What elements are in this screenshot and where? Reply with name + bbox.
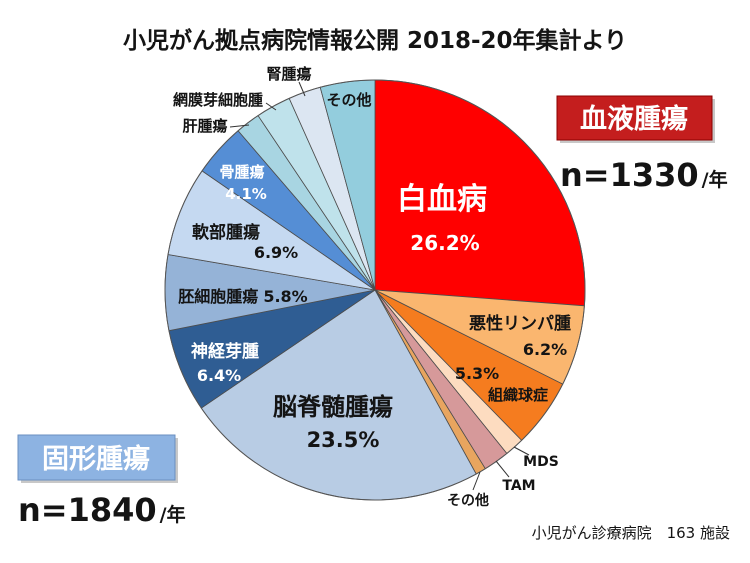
label-soft-tissue-tumor: 軟部腫瘍	[192, 222, 260, 243]
label-mds: MDS	[523, 454, 559, 470]
label-histiocytosis: 組織球症	[488, 386, 548, 404]
value-malignant-lymphoma: 6.2%	[523, 340, 567, 359]
label-neuroblastoma: 神経芽腫	[191, 341, 259, 362]
value-neuroblastoma: 6.4%	[197, 366, 241, 385]
solid-tumor-count-value: n=1840	[18, 491, 157, 529]
leader-line-liver-tumor	[229, 124, 250, 128]
leader-line-retinoblastoma	[265, 102, 277, 111]
pie-slices	[164, 79, 586, 501]
value-soft-tissue-tumor: 6.9%	[254, 243, 298, 262]
leader-line-mds	[513, 446, 530, 456]
leader-line-blood-other	[472, 471, 481, 491]
label-germ-cell-tumor-line: 胚細胞腫瘍 5.8%	[178, 287, 307, 306]
blood-tumor-count-value: n=1330	[560, 156, 699, 194]
label-germ-cell-tumor: 胚細胞腫瘍	[178, 287, 258, 306]
label-blood-other: その他	[447, 492, 489, 509]
leader-line-tam	[495, 460, 510, 478]
value-brain-spinal-tumor: 23.5%	[307, 428, 380, 452]
leader-lines	[229, 81, 530, 491]
value-bone-tumor: 4.1%	[225, 185, 267, 203]
label-retinoblastoma: 網膜芽細胞腫	[173, 91, 263, 109]
label-tam: TAM	[502, 478, 535, 494]
blood-tumor-box	[556, 95, 713, 141]
blood-tumor-callout: 血液腫瘍 n=1330/年	[556, 95, 728, 194]
label-malignant-lymphoma: 悪性リンパ腫	[469, 313, 571, 334]
solid-tumor-callout: 固形腫瘍 n=1840/年	[17, 434, 186, 529]
blood-tumor-title: 血液腫瘍	[580, 103, 688, 135]
blood-tumor-count-unit: /年	[702, 168, 728, 191]
chart-title: 小児がん拠点病院情報公開 2018-20年集計より	[123, 27, 627, 54]
label-leukemia: 白血病	[397, 182, 487, 217]
pie-outline	[164, 79, 586, 501]
leader-line-kidney-tumor	[298, 81, 306, 97]
value-histiocytosis: 5.3%	[455, 364, 499, 383]
value-leukemia: 26.2%	[410, 231, 479, 255]
solid-tumor-title: 固形腫瘍	[42, 443, 150, 475]
label-liver-tumor: 肝腫瘍	[182, 117, 227, 135]
blood-tumor-count: n=1330/年	[560, 156, 728, 194]
label-solid-other: その他	[326, 91, 371, 109]
label-brain-spinal-tumor: 脳脊髄腫瘍	[273, 393, 393, 421]
label-kidney-tumor: 腎腫瘍	[266, 65, 311, 83]
solid-tumor-count-unit: /年	[160, 503, 186, 526]
value-germ-cell-tumor: 5.8%	[263, 287, 307, 306]
chart-footer-note: 小児がん診療病院 163 施設	[532, 524, 730, 542]
solid-tumor-count: n=1840/年	[18, 491, 186, 529]
label-bone-tumor: 骨腫瘍	[219, 163, 264, 181]
solid-tumor-box	[17, 434, 176, 481]
slice-labels: 白血病 26.2% 悪性リンパ腫 6.2% 5.3% 組織球症 MDS TAM …	[173, 65, 571, 509]
